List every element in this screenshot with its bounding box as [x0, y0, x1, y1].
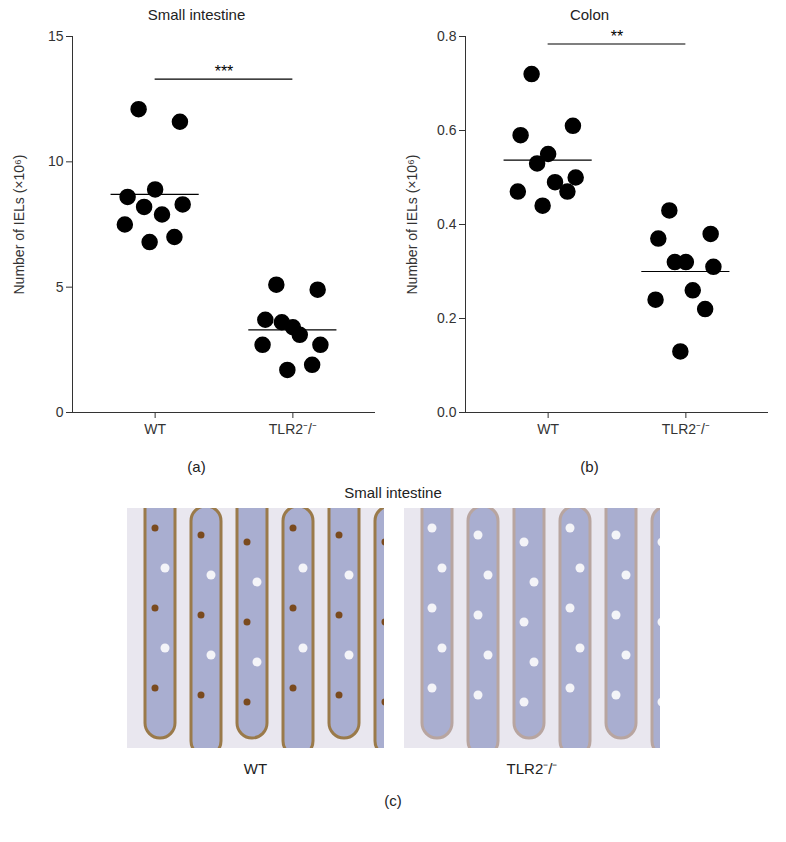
svg-text:0.0: 0.0 — [437, 404, 457, 420]
svg-text:0: 0 — [56, 404, 64, 420]
html-text:Colon: Colon — [569, 6, 610, 23]
svg-text:0.4: 0.4 — [437, 216, 457, 232]
svg-text:10: 10 — [48, 153, 64, 169]
svg-text:**: ** — [611, 28, 623, 45]
svg-text:WT: WT — [244, 760, 267, 777]
svg-text:5: 5 — [56, 279, 64, 295]
html-text:(a): (a) — [187, 458, 206, 475]
svg-text:15: 15 — [48, 28, 64, 44]
html-text:(b): (b) — [580, 458, 599, 475]
svg-text:TLR2⁻/⁻: TLR2⁻/⁻ — [662, 421, 710, 437]
svg-text:WT: WT — [144, 421, 166, 437]
svg-text:0.8: 0.8 — [437, 28, 457, 44]
svg-text:TLR2⁻/⁻: TLR2⁻/⁻ — [269, 421, 317, 437]
svg-text:0.6: 0.6 — [437, 122, 457, 138]
svg-text:***: *** — [215, 63, 234, 80]
svg-text:0.2: 0.2 — [437, 310, 457, 326]
svg-text:WT: WT — [537, 421, 559, 437]
svg-text:Small intestine: Small intestine — [344, 484, 442, 501]
svg-text:Number of IELs (×10⁶): Number of IELs (×10⁶) — [404, 155, 420, 295]
svg-text:TLR2⁻/⁻: TLR2⁻/⁻ — [507, 760, 558, 777]
svg-text:(c): (c) — [384, 792, 402, 809]
html-text:Small intestine: Small intestine — [147, 6, 246, 23]
svg-text:Number of IELs (×10⁶): Number of IELs (×10⁶) — [11, 155, 27, 295]
